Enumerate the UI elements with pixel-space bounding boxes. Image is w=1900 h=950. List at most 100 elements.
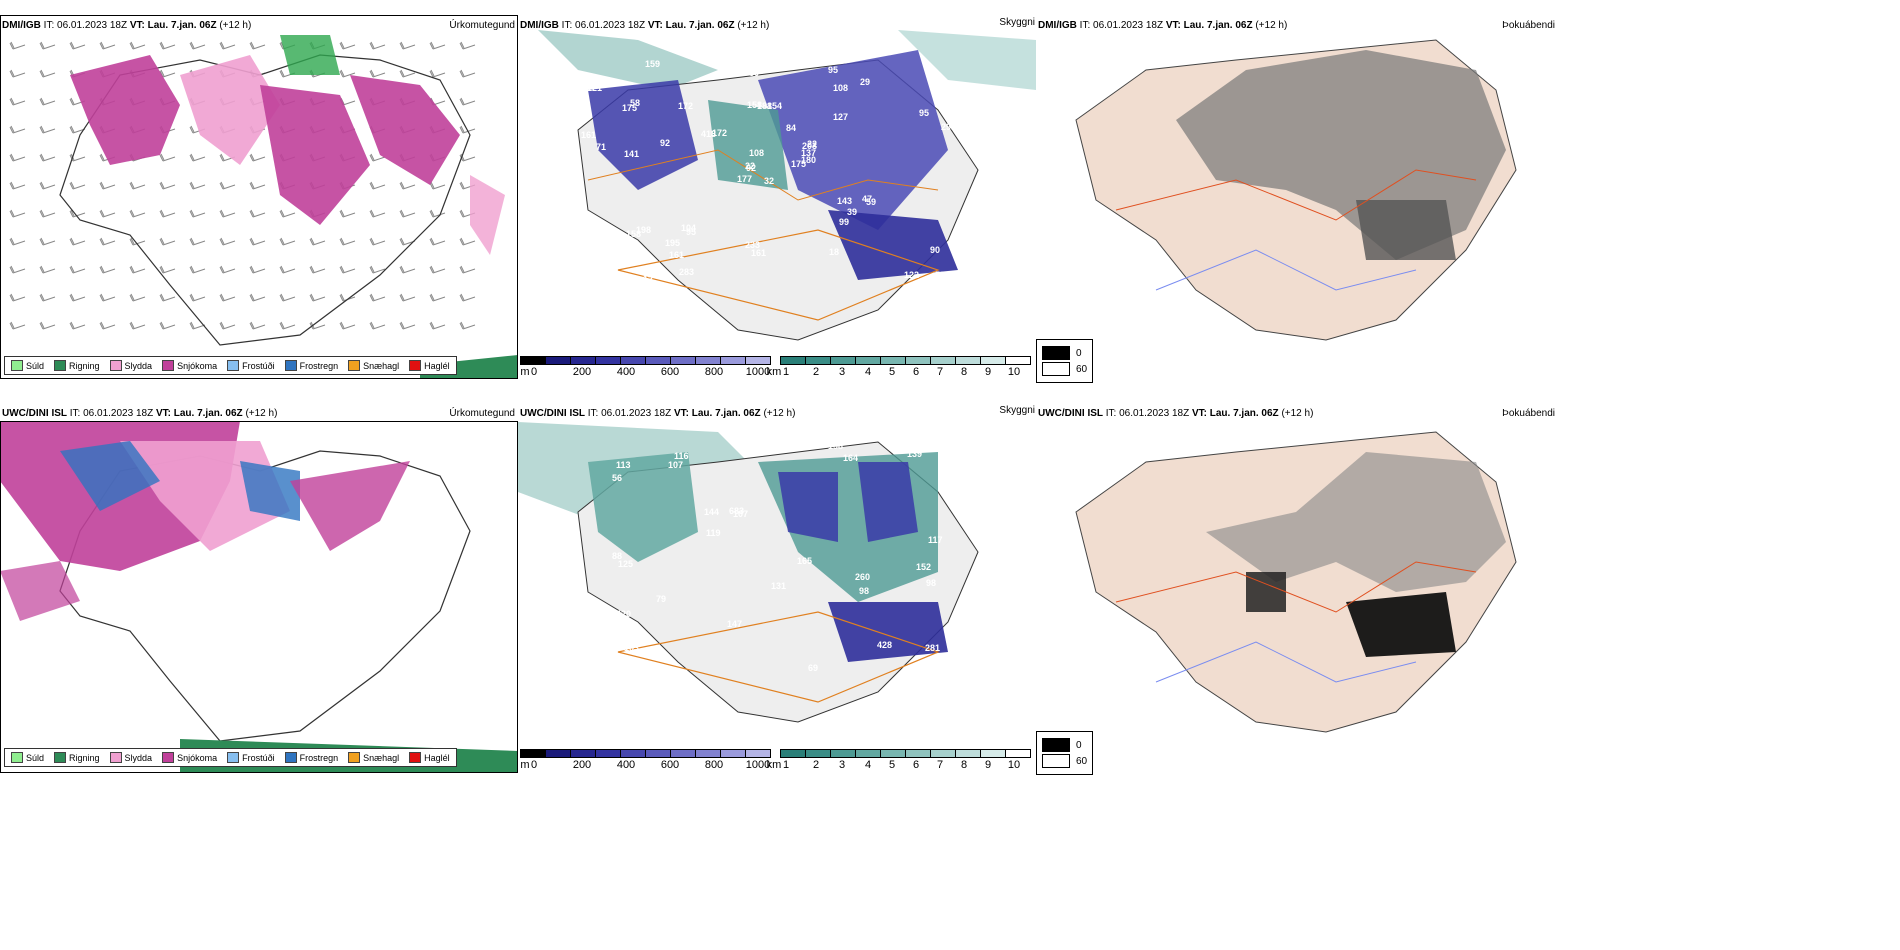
legend-swatch bbox=[54, 752, 67, 763]
legend-swatch bbox=[11, 752, 23, 763]
colorbar-tick: 200 bbox=[572, 759, 592, 771]
panel-header: DMI/IGB IT: 06.01.2023 18Z VT: Lau. 7.ja… bbox=[1038, 20, 1288, 31]
wind-barb bbox=[369, 181, 386, 190]
wind-barb bbox=[339, 265, 356, 274]
wind-barb bbox=[249, 153, 266, 162]
colorbar-tick: 6 bbox=[912, 759, 920, 771]
cloud-base-value-label: 106 bbox=[948, 441, 963, 451]
wind-barb bbox=[309, 237, 326, 246]
precip-legend-top: Súld Rigning Slydda Snjókoma Frostúði Fr… bbox=[4, 356, 457, 375]
colorbar-tick: 200 bbox=[572, 366, 592, 378]
wind-barb bbox=[429, 321, 446, 330]
cloud-base-value-label: 161 bbox=[751, 248, 766, 258]
cloud-base-value-label: 119 bbox=[706, 528, 721, 538]
cloud-base-value-label: 107 bbox=[733, 509, 748, 519]
fog-legend-item: 0 bbox=[1042, 346, 1087, 360]
wind-barb bbox=[279, 237, 296, 246]
wind-barb bbox=[99, 41, 116, 50]
fog-map-top bbox=[1075, 39, 1517, 341]
wind-barb bbox=[129, 265, 146, 274]
wind-barb bbox=[99, 265, 116, 274]
wind-barb bbox=[429, 69, 446, 78]
colorbar-cell bbox=[880, 356, 905, 365]
cloud-base-value-label: 108 bbox=[833, 83, 848, 93]
colorbar-tick: 10 bbox=[1007, 366, 1021, 378]
cloud-base-value-label: 143 bbox=[837, 196, 852, 206]
cloud-base-panel-top: 32 175 92 82 203 95 95 154 108 175 159 53 141 167 177 1… bbox=[518, 30, 1036, 360]
cloud-base-value-label: 260 bbox=[855, 572, 870, 582]
wind-barb bbox=[39, 125, 56, 134]
cloud-base-value-label: 420 bbox=[616, 609, 631, 619]
cloud-base-value-label: 147 bbox=[727, 619, 742, 629]
colorbar-tick: 600 bbox=[660, 366, 680, 378]
cloud-base-value-label: 117 bbox=[928, 535, 943, 545]
cloud-base-value-label: 172 bbox=[712, 128, 727, 138]
colorbar-tick: 400 bbox=[616, 759, 636, 771]
legend-swatch bbox=[109, 752, 122, 763]
wind-barb bbox=[9, 153, 26, 162]
wind-barb bbox=[219, 181, 236, 190]
colorbar-cell bbox=[545, 749, 570, 758]
wind-barb bbox=[339, 69, 356, 78]
wind-barb bbox=[279, 209, 296, 218]
cloud-base-value-label: 59 bbox=[866, 197, 876, 207]
colorbar-cell bbox=[720, 356, 745, 365]
legend-swatch bbox=[109, 360, 122, 371]
wind-barb bbox=[69, 237, 86, 246]
wind-barb bbox=[429, 237, 446, 246]
colorbar-cell bbox=[880, 749, 905, 758]
wind-barb bbox=[99, 181, 116, 190]
fog-legend-top: 0 60 bbox=[1036, 339, 1094, 383]
cloud-base-value-label: 22 bbox=[807, 139, 817, 149]
wind-barb bbox=[249, 321, 266, 330]
colorbar-cell bbox=[830, 749, 855, 758]
wind-barb bbox=[309, 293, 326, 302]
colorbar-cells bbox=[520, 749, 771, 758]
wind-barb bbox=[129, 209, 146, 218]
cloud-base-value-label: 188 bbox=[757, 101, 772, 111]
wind-barb bbox=[399, 321, 416, 330]
cloud-base-value-label: 56 bbox=[612, 473, 622, 483]
colorbar-tick: 1000 bbox=[745, 366, 771, 378]
wind-barb bbox=[429, 209, 446, 218]
wind-barb bbox=[369, 41, 386, 50]
wind-barb bbox=[429, 181, 446, 190]
wind-barb bbox=[9, 181, 26, 190]
legend-swatch bbox=[54, 360, 67, 371]
wind-barb bbox=[219, 321, 236, 330]
colorbar-cell bbox=[1005, 356, 1031, 365]
colorbar-cell bbox=[980, 356, 1005, 365]
panel-title: Skyggni bbox=[999, 17, 1035, 28]
colorbar-cell bbox=[670, 356, 695, 365]
fog-legend-bottom: 0 60 bbox=[1036, 731, 1094, 775]
legend-item: Frostúði bbox=[227, 752, 275, 763]
cloud-base-value-label: 150 bbox=[608, 260, 623, 270]
colorbar-tick: 1 bbox=[782, 366, 790, 378]
wind-barb bbox=[159, 265, 176, 274]
colorbar-cell bbox=[1005, 749, 1031, 758]
legend-item: Haglél bbox=[409, 360, 450, 371]
wind-barb bbox=[279, 321, 296, 330]
wind-barb bbox=[189, 153, 206, 162]
cloud-base-value-label: 29 bbox=[860, 77, 870, 87]
wind-barb bbox=[9, 237, 26, 246]
wind-barb bbox=[369, 321, 386, 330]
cloud-base-value-label: 428 bbox=[877, 640, 892, 650]
wind-barb bbox=[39, 293, 56, 302]
wind-barb bbox=[399, 209, 416, 218]
colorbar-cell bbox=[955, 749, 980, 758]
cloud-base-value-label: 158 bbox=[626, 229, 641, 239]
legend-swatch bbox=[162, 360, 175, 371]
wind-barb bbox=[369, 209, 386, 218]
wind-barb bbox=[129, 181, 146, 190]
wind-barb bbox=[189, 265, 206, 274]
precip-legend-bottom: Súld Rigning Slydda Snjókoma Frostúði Fr… bbox=[4, 748, 457, 767]
model-name: DMI/IGB bbox=[1038, 20, 1077, 31]
cloud-base-value-label: 161 bbox=[581, 130, 596, 140]
cloud-base-value-label: 113 bbox=[616, 460, 631, 470]
colorbar-tick: 400 bbox=[616, 366, 636, 378]
cloud-base-value-label: 60 bbox=[749, 68, 759, 78]
colorbar-tick: 7 bbox=[936, 759, 944, 771]
colorbar-cell bbox=[570, 749, 595, 758]
panel-header: UWC/DINI ISL IT: 06.01.2023 18Z VT: Lau.… bbox=[1038, 408, 1314, 419]
